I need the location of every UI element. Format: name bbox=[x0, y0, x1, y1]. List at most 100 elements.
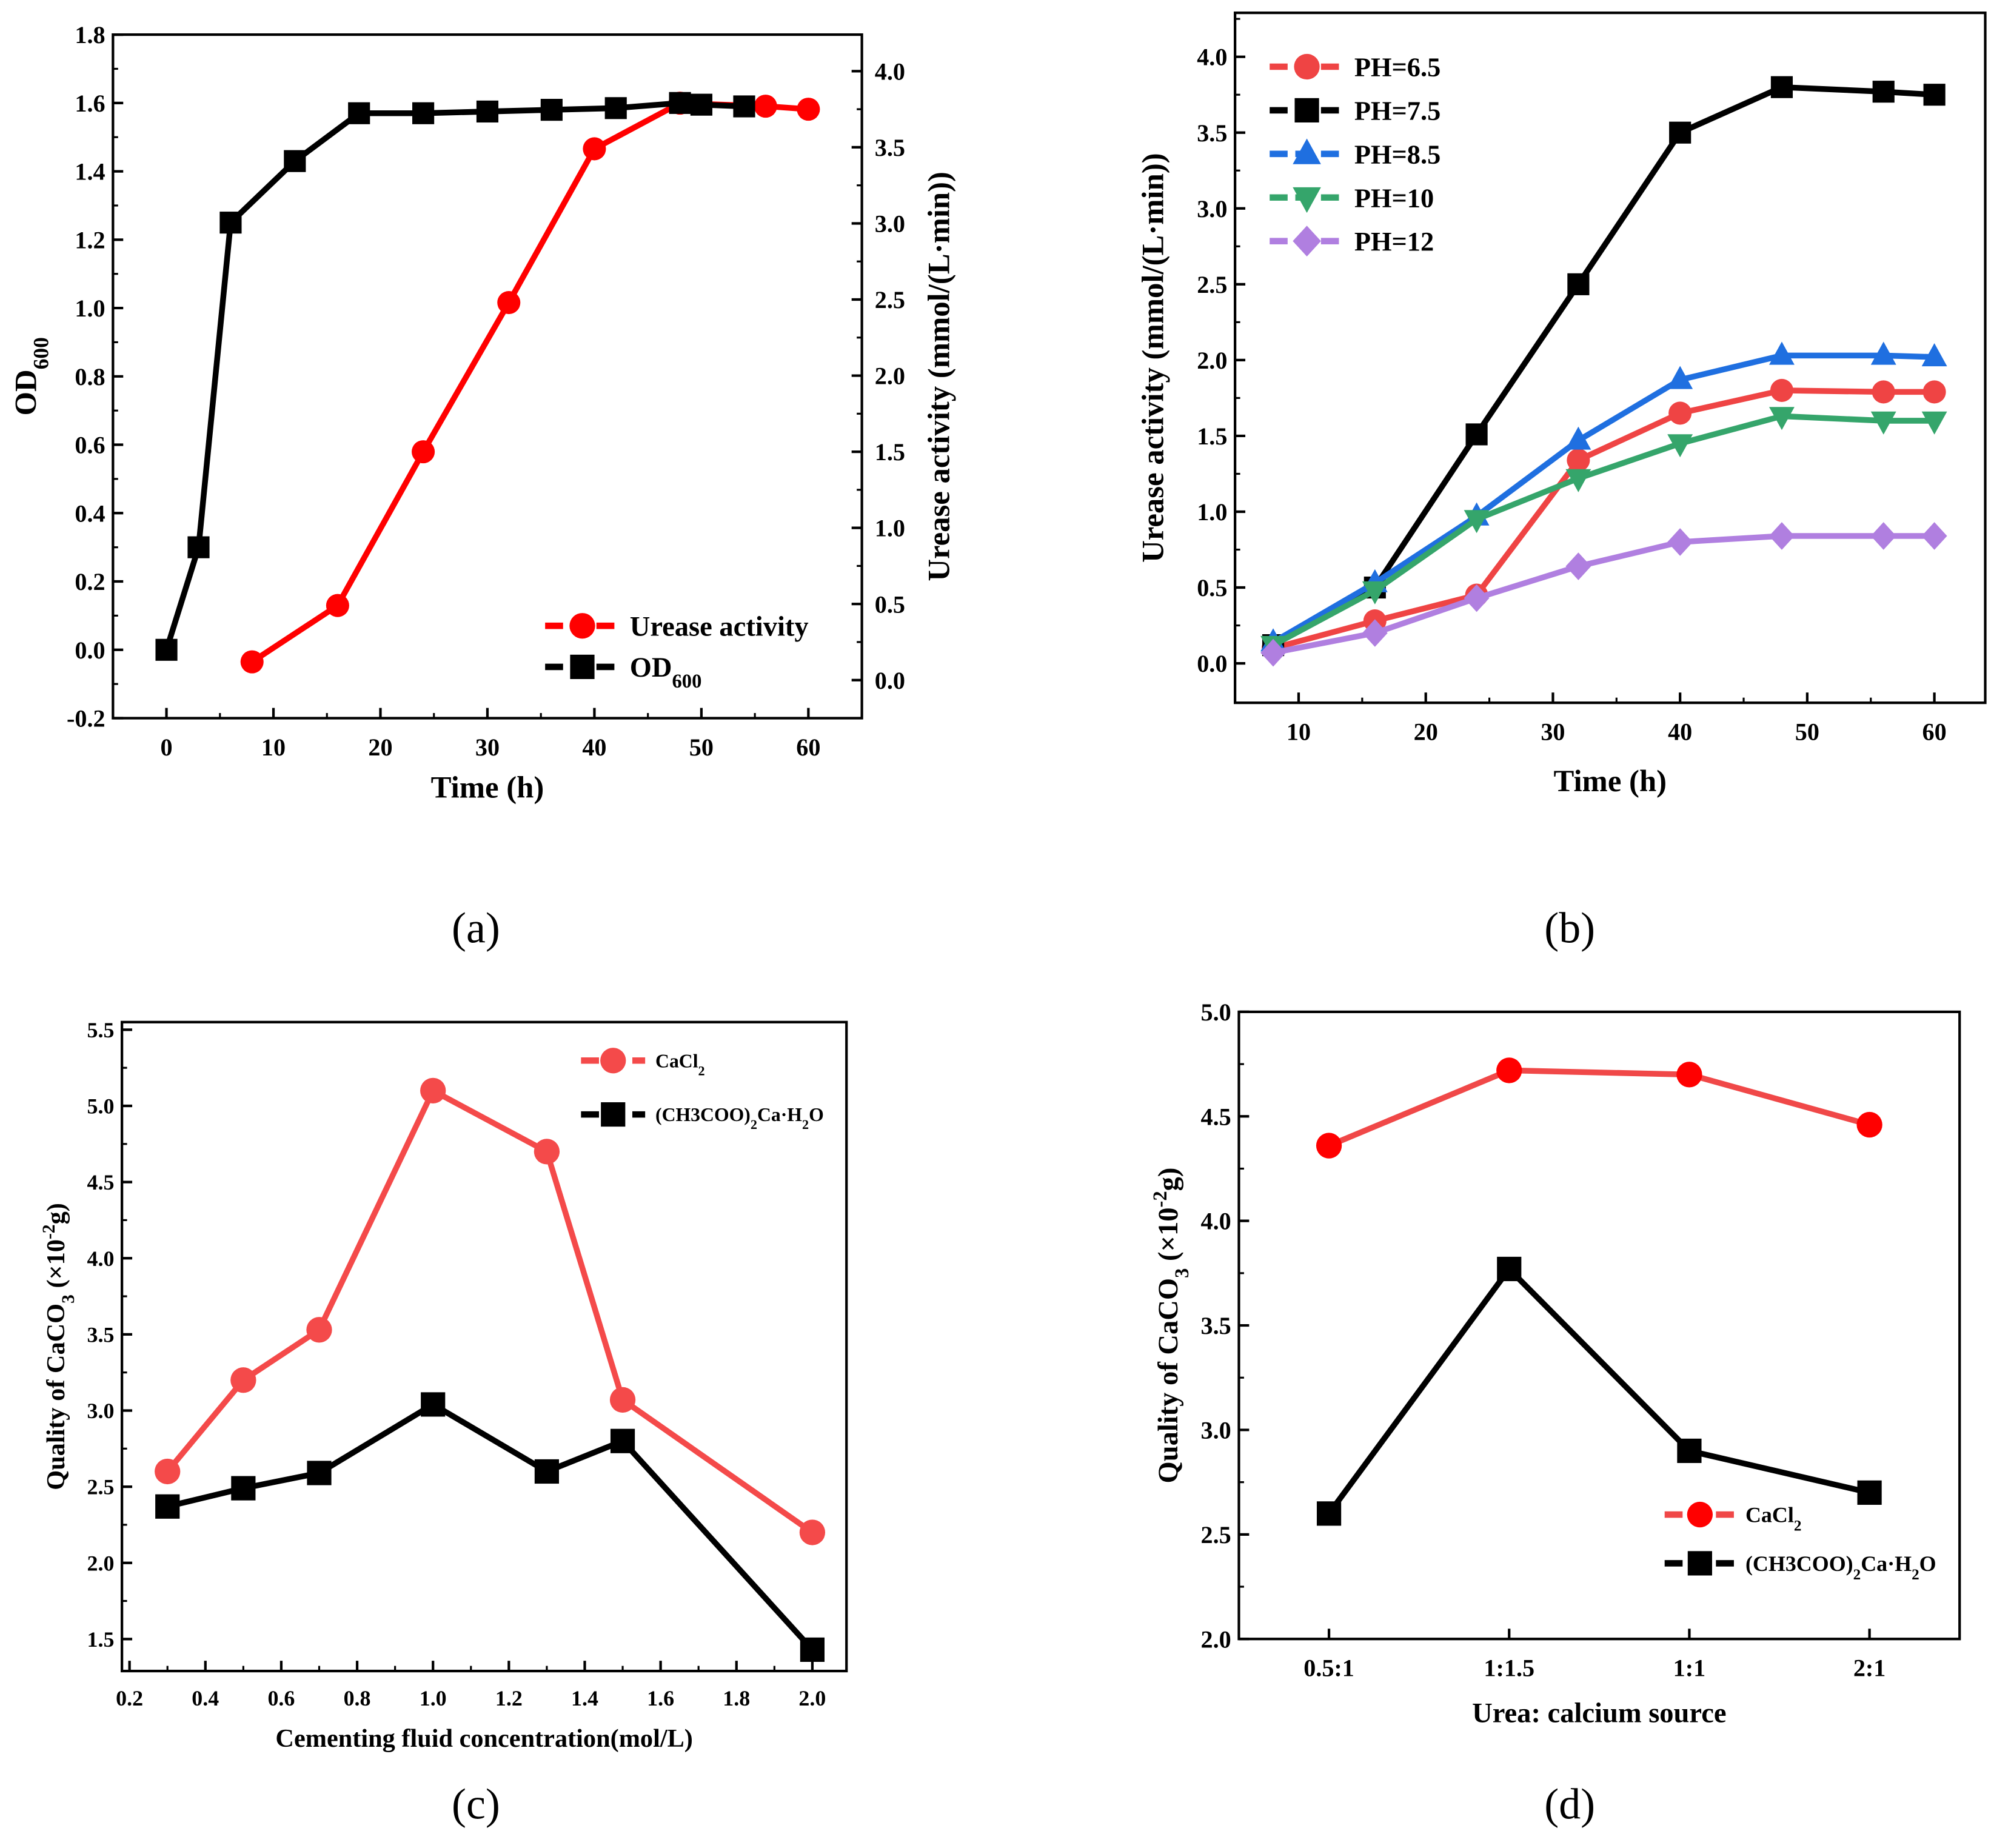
marker-square bbox=[412, 102, 435, 124]
x-tick-label: 10 bbox=[261, 734, 286, 761]
y-tick-label: 1.6 bbox=[75, 90, 105, 117]
marker-square bbox=[284, 150, 306, 172]
label-segment: Cementing fluid concentration(mol/L) bbox=[275, 1724, 692, 1753]
series-3 bbox=[1260, 407, 1947, 659]
marker-circle bbox=[306, 1317, 332, 1343]
marker-square bbox=[1687, 1551, 1712, 1576]
y2-tick-label: 0.0 bbox=[875, 667, 905, 694]
series-line bbox=[167, 1401, 815, 1652]
x-tick-label: 50 bbox=[689, 734, 714, 761]
y-tick-label: 0.8 bbox=[75, 363, 105, 390]
series-0 bbox=[155, 1077, 826, 1545]
x-tick-label: 0.2 bbox=[116, 1686, 143, 1710]
marker-triangle-up bbox=[1667, 366, 1693, 389]
y-tick-label: 4.0 bbox=[87, 1247, 115, 1271]
marker-square bbox=[733, 95, 755, 118]
marker-triangle-up bbox=[1293, 138, 1321, 164]
y-tick-label: 2.5 bbox=[1197, 271, 1227, 298]
label-segment: 2 bbox=[802, 1117, 809, 1132]
legend-entry: OD600 bbox=[545, 652, 701, 692]
y2-axis-title: Urease activity (mmol/(L·min)) bbox=[922, 172, 955, 581]
marker-triangle-down bbox=[1921, 411, 1947, 435]
label-segment: 3 bbox=[59, 1294, 78, 1304]
x-tick-label: 40 bbox=[1668, 718, 1692, 745]
x-tick-label: 1.4 bbox=[571, 1686, 598, 1710]
x-tick-label: 50 bbox=[1795, 718, 1819, 745]
marker-triangle-down bbox=[1464, 510, 1490, 534]
marker-triangle-up bbox=[1769, 341, 1795, 365]
marker-square bbox=[219, 212, 242, 234]
y2-tick-label: 1.0 bbox=[875, 515, 905, 542]
marker-square bbox=[1857, 1480, 1882, 1505]
legend-entry: (CH3COO)2Ca·H2O bbox=[1664, 1551, 1936, 1583]
marker-square bbox=[540, 99, 563, 121]
marker-square bbox=[1465, 423, 1488, 446]
marker-circle bbox=[1687, 1501, 1713, 1528]
legend-label: (CH3COO)2Ca·H2O bbox=[655, 1104, 824, 1132]
label-segment: Urease activity bbox=[630, 612, 809, 643]
panel-caption: (b) bbox=[1544, 904, 1595, 952]
panel-caption: (c) bbox=[452, 1779, 500, 1828]
chart-panel-d: 0.5:1 1:1.5 1:1 2:1 2.0 2.5 3.0 3.5 4.0 4.5 5.0 Ure… bbox=[1149, 999, 1961, 1828]
label-segment: Time (h) bbox=[1554, 764, 1667, 798]
marker-circle bbox=[1294, 53, 1320, 80]
marker-diamond bbox=[1464, 584, 1490, 612]
marker-square bbox=[669, 92, 691, 114]
legend-entry: PH=8.5 bbox=[1270, 138, 1440, 169]
label-segment: O bbox=[1919, 1552, 1936, 1576]
y-tick-label: 3.5 bbox=[87, 1322, 115, 1347]
y-tick-label: 4.0 bbox=[1197, 44, 1227, 71]
marker-diamond bbox=[1870, 522, 1896, 550]
marker-circle bbox=[230, 1367, 256, 1393]
series-line bbox=[165, 1088, 814, 1535]
x-tick-label: 1.6 bbox=[647, 1686, 674, 1710]
marker-triangle-down bbox=[1362, 581, 1388, 604]
y-tick-label: 4.0 bbox=[1201, 1208, 1231, 1235]
marker-square bbox=[1567, 273, 1590, 295]
marker-square bbox=[155, 638, 178, 661]
marker-square bbox=[601, 1102, 626, 1127]
marker-circle bbox=[1922, 380, 1946, 404]
label-segment: O bbox=[809, 1104, 824, 1125]
series-line bbox=[1327, 1266, 1870, 1516]
label-segment: Urea: calcium source bbox=[1472, 1698, 1726, 1729]
marker-diamond bbox=[1667, 528, 1693, 556]
label-segment: OD bbox=[8, 369, 42, 415]
marker-square bbox=[1497, 1256, 1522, 1282]
marker-circle bbox=[1316, 1133, 1342, 1159]
label-segment: Time (h) bbox=[431, 771, 544, 805]
x-tick-label: 1.2 bbox=[495, 1686, 523, 1710]
marker-square bbox=[1872, 81, 1895, 103]
y-tick-label: 3.5 bbox=[1197, 119, 1227, 147]
legend-entry: PH=6.5 bbox=[1270, 52, 1440, 82]
marker-circle bbox=[1668, 401, 1692, 425]
series-line bbox=[1271, 413, 1935, 648]
x-tick-label: 0.6 bbox=[267, 1686, 295, 1710]
label-segment: (CH3COO) bbox=[655, 1104, 751, 1125]
x-tick-label: 1:1 bbox=[1673, 1655, 1706, 1682]
series-0 bbox=[240, 92, 820, 674]
series-line bbox=[164, 100, 745, 651]
marker-circle bbox=[497, 290, 521, 315]
y2-tick-label: 1.5 bbox=[875, 438, 905, 466]
panel-caption: (a) bbox=[452, 904, 500, 952]
y-tick-label: 2.5 bbox=[1201, 1521, 1231, 1548]
y-tick-label: 1.2 bbox=[75, 226, 105, 253]
x-tick-label: 30 bbox=[475, 734, 500, 761]
chart-panel-c: 0.2 0.4 0.6 0.8 1.0 1.2 1.4 1.6 1.8 2.0 1.5 2.0 2.5 3… bbox=[39, 1018, 848, 1828]
label-segment: g) bbox=[1153, 1168, 1184, 1191]
marker-circle bbox=[1676, 1062, 1702, 1088]
y-tick-label: 5.0 bbox=[87, 1094, 115, 1119]
label-segment: Ca·H bbox=[1861, 1552, 1912, 1576]
marker-circle bbox=[155, 1458, 181, 1485]
label-segment: PH=7.5 bbox=[1354, 95, 1440, 126]
label-segment: PH=8.5 bbox=[1354, 139, 1440, 169]
marker-circle bbox=[1496, 1057, 1522, 1083]
y-tick-label: 4.5 bbox=[1201, 1103, 1231, 1130]
x-tick-label: 60 bbox=[796, 734, 820, 761]
marker-square bbox=[534, 1459, 560, 1484]
x-tick-label: 0.4 bbox=[192, 1686, 219, 1710]
legend-entry: PH=7.5 bbox=[1270, 95, 1440, 126]
y-axis-title: Urease activity (mmol/(L·min)) bbox=[1136, 153, 1170, 563]
series-line bbox=[250, 100, 809, 665]
